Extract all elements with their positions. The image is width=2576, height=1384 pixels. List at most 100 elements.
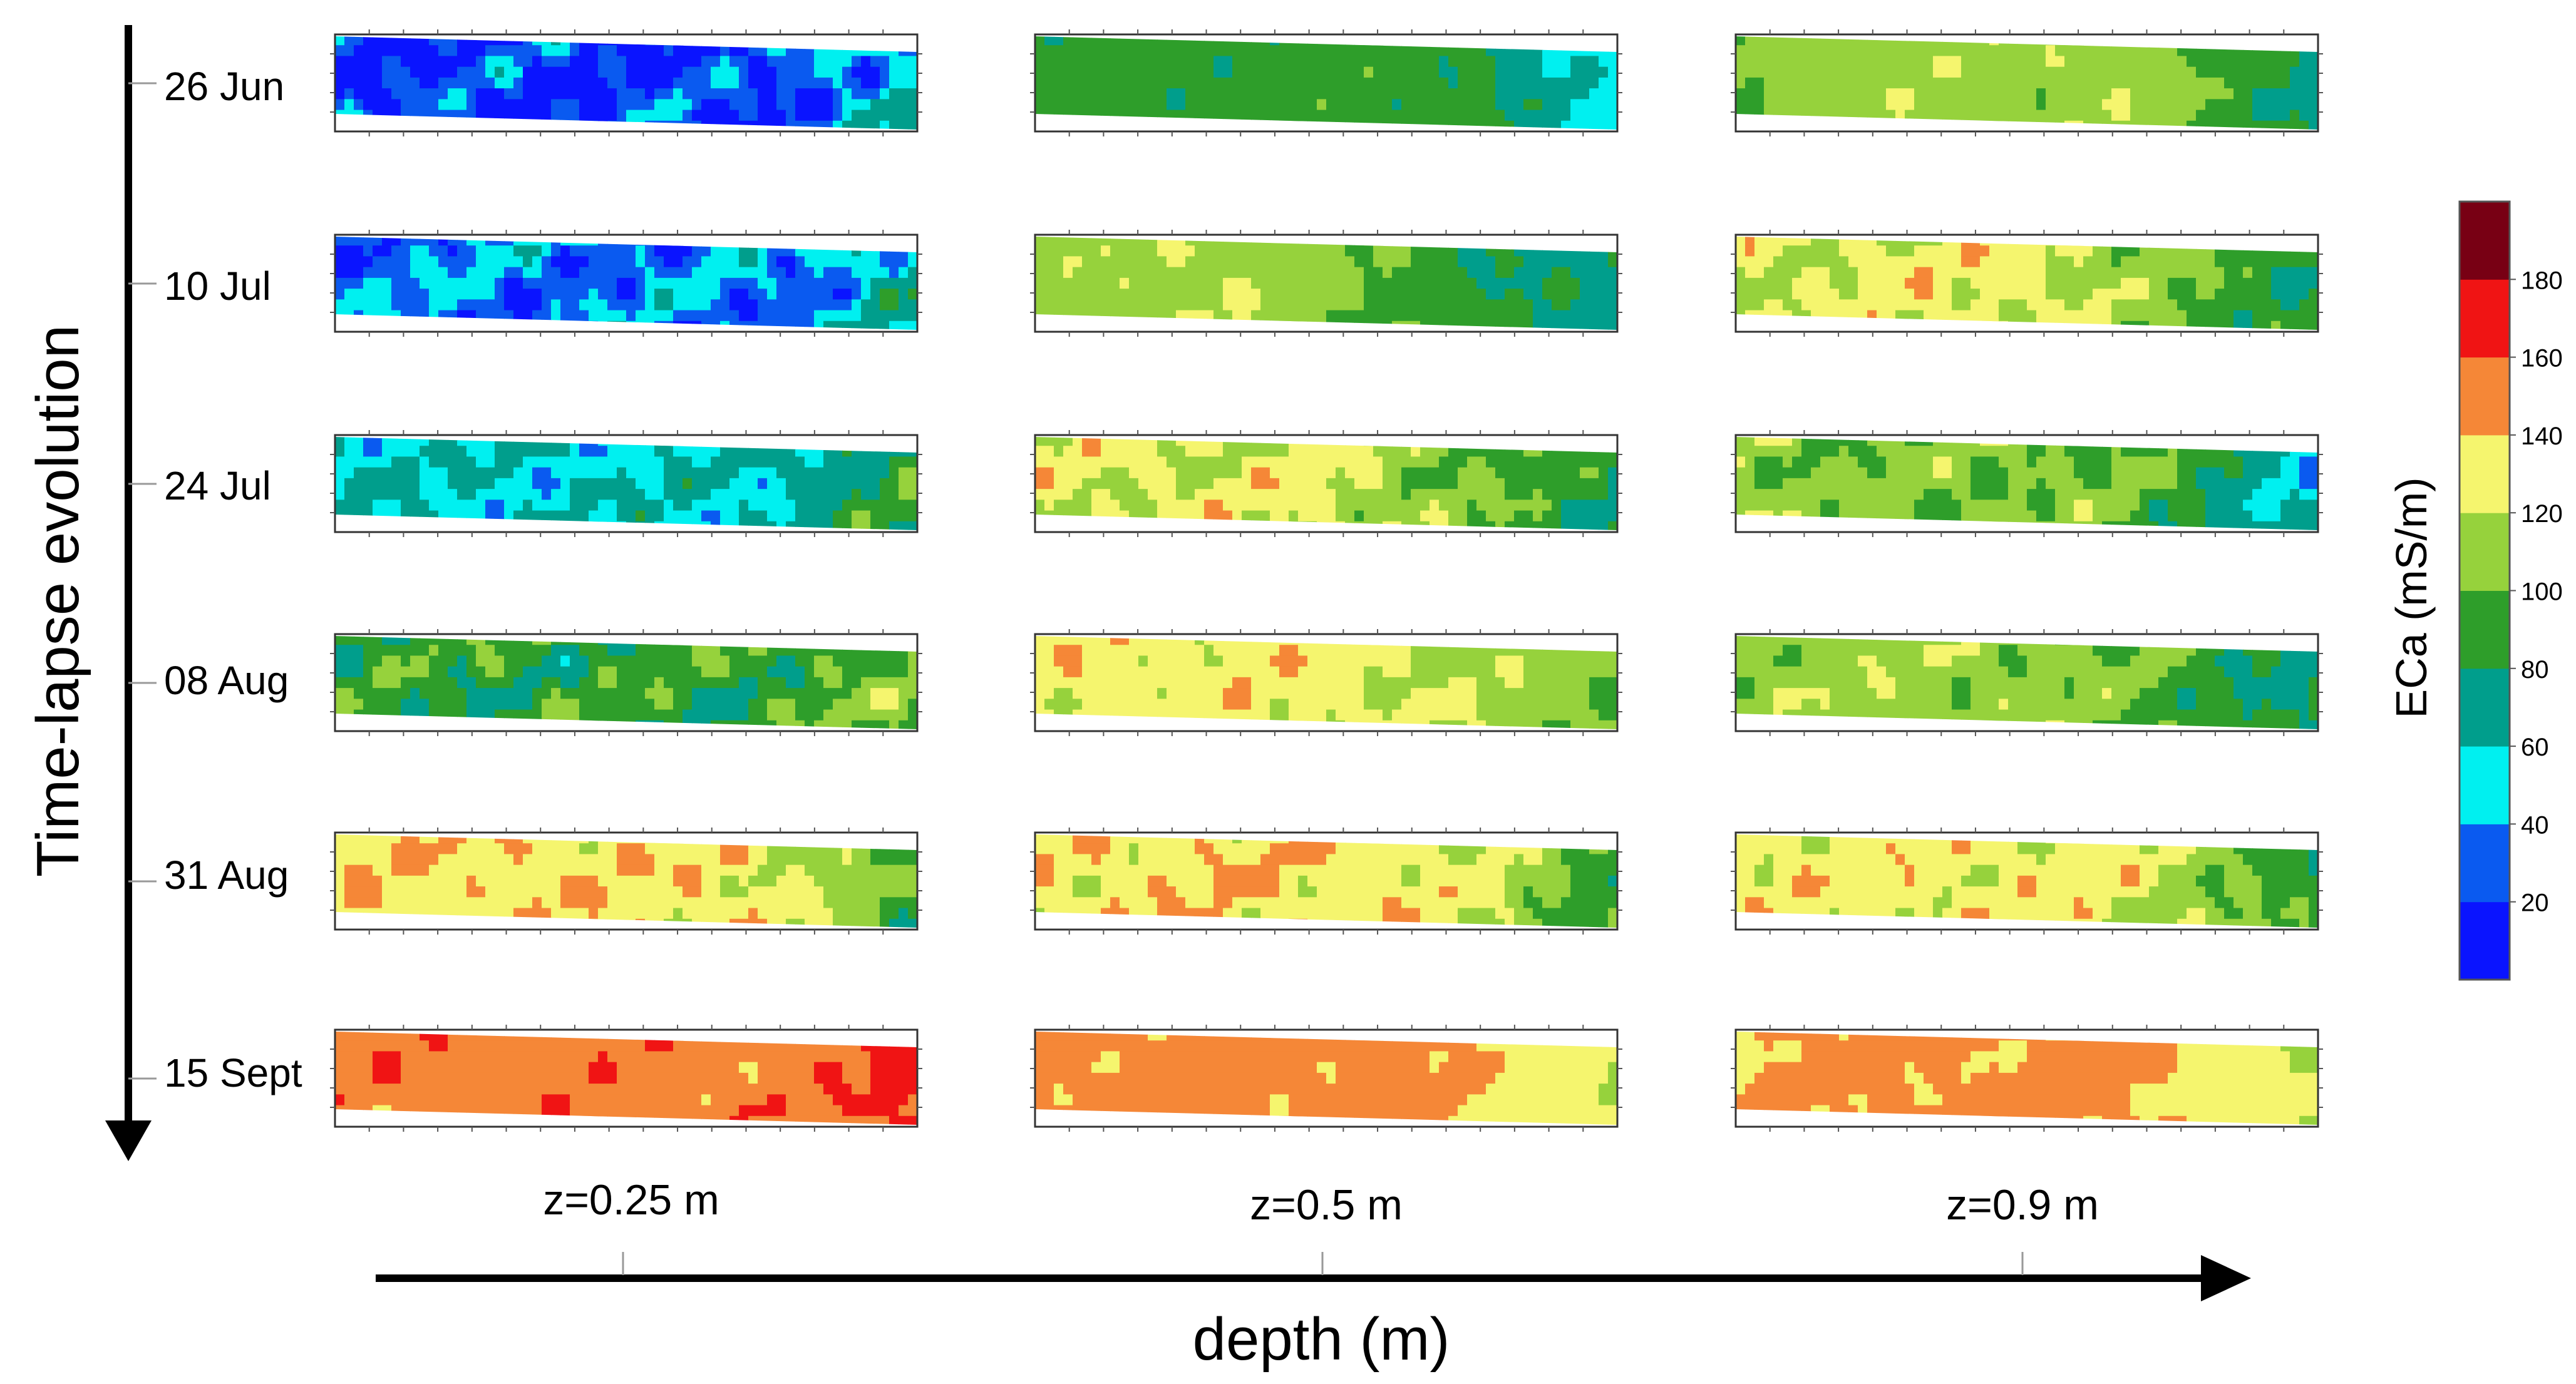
map-cell [1430,277,1440,289]
map-cell [1420,77,1430,89]
map-cell [1952,310,1962,322]
map-cell [2036,77,2046,89]
map-cell [1505,299,1515,311]
map-cell [579,478,589,490]
map-cell [1830,256,1840,268]
map-cell [1764,245,1774,257]
map-cell [1063,77,1073,89]
map-cell [448,77,458,89]
map-cell [1745,245,1755,257]
map-cell [645,256,655,268]
map-cell [636,289,646,300]
map-cell [805,88,815,100]
map-cell [570,289,580,300]
eca-map-panel [330,29,922,136]
map-cell [420,56,430,68]
map-cell [1439,77,1449,89]
map-cell [701,446,711,458]
map-cell [2111,267,2121,279]
map-cell [814,256,824,268]
map-cell [1792,56,1802,68]
map-cell [1195,456,1205,468]
map-cell [1251,267,1261,279]
map-cell [410,500,420,511]
map-cell [570,56,580,68]
map-cell [542,446,552,458]
map-cell [1961,88,1971,100]
map-cell [382,289,392,300]
map-cell [1542,456,1552,468]
map-cell [1505,99,1515,111]
map-cell [1858,277,1868,289]
map-cell [1820,446,1830,458]
map-cell [542,510,552,522]
map-cell [2299,267,2309,279]
map-cell [1924,310,1934,322]
map-cell [1561,277,1571,289]
map-cell [1971,289,1981,300]
map-cell [1242,267,1252,279]
map-cell [2271,256,2281,268]
map-cell [852,510,862,522]
map-cell [617,88,627,100]
map-cell [908,256,917,268]
map-cell [786,510,796,522]
map-cell [2168,88,2178,100]
map-cell [2177,56,2187,68]
map-cell [823,456,833,468]
map-cell [626,77,636,89]
map-cell [570,256,580,268]
map-cell [1420,56,1430,68]
map-cell [2224,66,2234,78]
map-cell [532,267,542,279]
map-cell [2111,299,2121,311]
map-cell [391,277,401,289]
map-cell [420,500,430,511]
map-cell [354,45,364,57]
map-cell [1608,489,1617,501]
map-cell [739,45,749,57]
map-cell [1044,256,1054,268]
map-cell [1354,446,1364,458]
map-cell [1242,500,1252,511]
map-cell [1138,267,1148,279]
map-cell [1251,256,1261,268]
map-cell [1401,267,1411,279]
map-cell [880,467,890,479]
map-cell [391,99,401,111]
map-cell [1811,456,1821,468]
map-cell [2299,310,2309,322]
map-cell [720,45,730,57]
map-cell [861,467,871,479]
map-cell [1533,120,1543,130]
map-cell [532,45,542,57]
map-cell [1354,299,1364,311]
map-cell [1514,99,1524,111]
map-cell [1820,66,1830,78]
map-cell [842,456,852,468]
map-cell [673,277,683,289]
map-cell [720,510,730,522]
map-cell [2093,110,2103,121]
map-cell [598,489,608,501]
map-cell [354,478,364,490]
map-cell [2187,289,2197,300]
map-cell [2271,120,2281,130]
map-cell [485,245,495,257]
map-cell [842,110,852,121]
map-cell [2017,277,2027,289]
map-cell [711,310,721,322]
map-cell [1167,99,1177,111]
map-cell [1129,66,1139,78]
map-cell [1886,88,1896,100]
map-cell [1251,277,1261,289]
map-cell [1773,489,1783,501]
map-cell [1839,489,1849,501]
map-cell [1999,77,2009,89]
map-cell [1307,245,1317,257]
map-cell [457,77,467,89]
map-cell [1411,456,1421,468]
map-cell [1204,446,1214,458]
map-cell [532,456,542,468]
map-cell [542,478,552,490]
